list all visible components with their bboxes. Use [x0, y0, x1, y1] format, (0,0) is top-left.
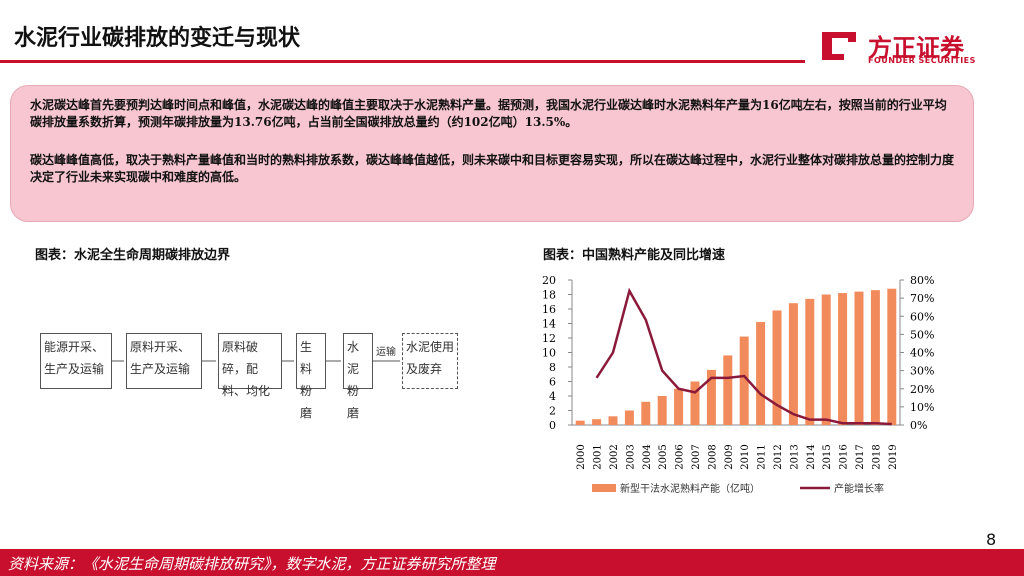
diagram-node: 能源开采、生产及运输	[40, 333, 112, 389]
diagram-node: 原料开采、生产及运输	[126, 333, 202, 389]
x-tick-label: 2008	[707, 444, 718, 469]
diagram-node: 原料破碎，配料、均化	[218, 333, 282, 398]
bar	[706, 369, 716, 425]
x-tick-label: 2016	[839, 444, 850, 469]
title-rule	[0, 60, 805, 63]
y-tick-label: 14	[542, 318, 556, 331]
x-tick-label: 2011	[757, 444, 768, 469]
diagram-node: 水泥使用及废弃	[402, 333, 458, 389]
page-number: 8	[986, 530, 997, 549]
paragraph: 水泥碳达峰首先要预判达峰时间点和峰值，水泥碳达峰的峰值主要取决于水泥熟料产量。据…	[30, 98, 947, 129]
x-tick-label: 2013	[789, 444, 800, 469]
y-tick-label: 12	[542, 332, 556, 345]
y-tick-label: 10	[542, 347, 556, 360]
bar	[690, 381, 700, 425]
y-tick-label: 2	[549, 405, 556, 418]
x-tick-label: 2018	[871, 444, 882, 469]
y2-tick-label: 80%	[910, 274, 934, 287]
y-tick-label: 4	[549, 390, 556, 403]
bar	[788, 303, 798, 425]
legend-label: 新型干法水泥熟料产能（亿吨）	[620, 482, 760, 495]
bar	[624, 410, 634, 425]
edge-label: 运输	[376, 347, 396, 358]
line	[595, 287, 892, 426]
y2-tick-label: 30%	[910, 365, 934, 378]
legend-swatch	[592, 484, 616, 492]
y2-tick-label: 0%	[910, 419, 927, 432]
bar	[756, 322, 766, 425]
paragraph: 碳达峰峰值高低，取决于熟料产量峰值和当时的熟料排放系数，碳达峰峰值越低，则未来碳…	[30, 153, 955, 184]
logo: 方正证券	[868, 34, 964, 62]
figure-title: 图表：水泥全生命周期碳排放边界	[35, 248, 231, 263]
x-tick-label: 2019	[888, 444, 899, 469]
x-tick-label: 2017	[855, 444, 866, 469]
y-tick-label: 18	[542, 289, 556, 302]
x-tick-label: 2010	[740, 444, 751, 469]
bar	[887, 288, 897, 425]
legend-label: 产能增长率	[834, 482, 884, 495]
y-tick-label: 0	[549, 419, 556, 432]
bar	[575, 420, 585, 425]
y2-tick-label: 40%	[910, 347, 934, 360]
y-tick-label: 6	[549, 376, 556, 389]
bar	[592, 419, 602, 425]
slide-title: 水泥行业碳排放的变迁与现状	[14, 26, 301, 51]
x-tick-label: 2007	[691, 444, 702, 469]
figure-title: 图表：中国熟料产能及同比增速	[543, 248, 726, 263]
bar	[772, 310, 782, 425]
y2-tick-label: 70%	[910, 292, 934, 305]
source: 资料来源：《水泥生命周期碳排放研究》，数字水泥，方正证券研究所整理	[8, 555, 496, 573]
bar	[608, 416, 618, 425]
y-tick-label: 20	[542, 274, 556, 287]
bar	[641, 401, 651, 425]
summary-box	[10, 85, 974, 222]
x-tick-label: 2000	[576, 444, 587, 469]
bar	[674, 388, 684, 425]
x-tick-label: 2009	[724, 444, 735, 469]
diagram-arrows	[112, 360, 400, 362]
x-tick-label: 2001	[593, 444, 604, 469]
bar	[870, 290, 880, 425]
y2-tick-label: 50%	[910, 328, 934, 341]
bar	[805, 298, 815, 425]
footer-bar	[0, 549, 1024, 576]
x-tick-label: 2005	[658, 444, 669, 469]
x-tick-label: 2003	[625, 444, 636, 469]
bar	[854, 291, 864, 425]
y-tick-label: 8	[549, 361, 556, 374]
y2-tick-label: 10%	[910, 401, 934, 414]
bar	[723, 355, 733, 425]
y2-tick-label: 20%	[910, 383, 934, 396]
logo-sub: FOUNDER SECURITIES	[868, 56, 976, 65]
x-tick-label: 2014	[806, 444, 817, 469]
x-tick-label: 2015	[822, 444, 833, 469]
logo-mark	[822, 32, 856, 60]
bar	[739, 336, 749, 425]
diagram-node: 水泥粉磨	[343, 333, 373, 420]
x-tick-label: 2004	[642, 444, 653, 469]
y-tick-label: 16	[542, 303, 556, 316]
bar	[821, 294, 831, 425]
y2-tick-label: 60%	[910, 310, 934, 323]
x-tick-label: 2006	[675, 444, 686, 469]
x-tick-label: 2012	[773, 444, 784, 469]
x-tick-label: 2002	[609, 444, 620, 469]
diagram-node: 生料粉磨	[296, 333, 326, 420]
bar	[838, 293, 848, 425]
bar	[657, 396, 667, 425]
